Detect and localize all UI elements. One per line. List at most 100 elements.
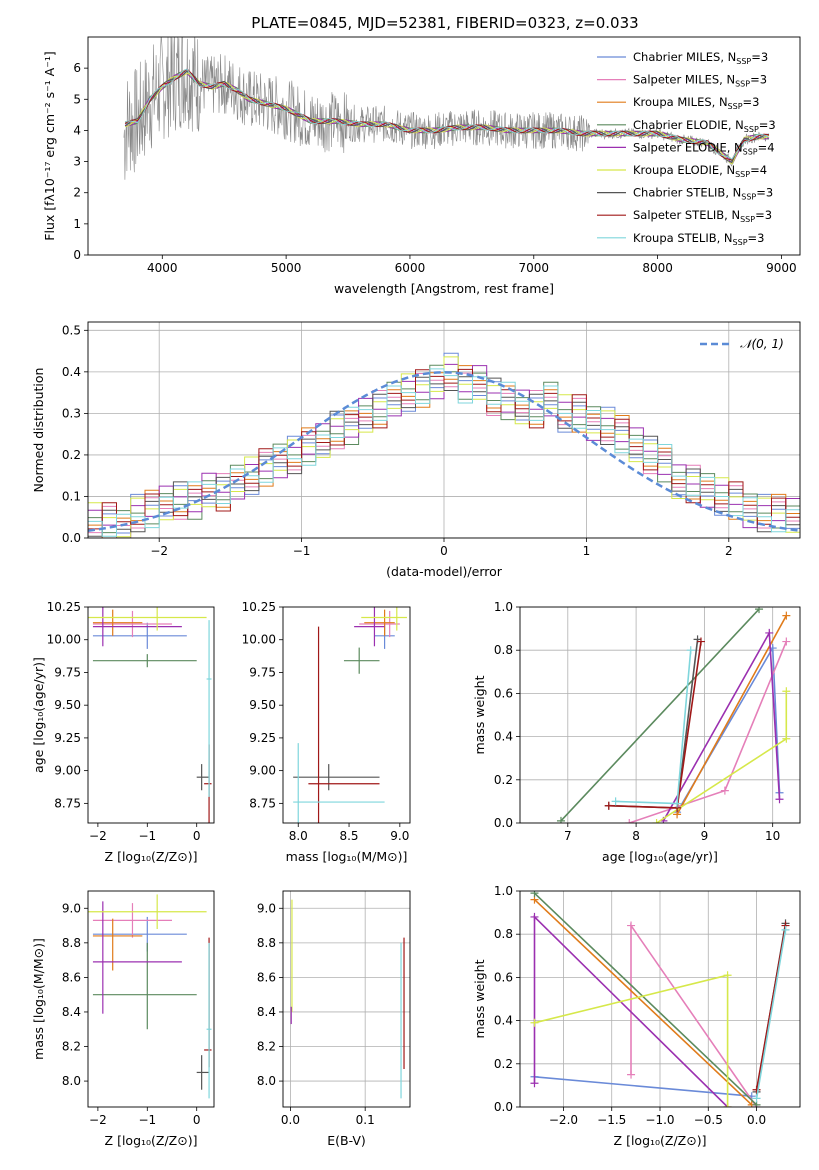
- y-tick-label: 8.0: [62, 1074, 81, 1088]
- legend-label: Chabrier ELODIE, NSSP=3: [633, 118, 776, 134]
- x-tick-label: 9.0: [390, 829, 409, 843]
- y-tick-label: 8.6: [257, 970, 276, 984]
- y-tick-label: 9.25: [54, 731, 81, 745]
- weight-marker: [604, 801, 613, 810]
- panel-age-vs-mass: 8.0 8.5 9.0 8.75 9.00 9.25 9.50 9.75 10.00 10.25 m…: [242, 600, 411, 864]
- y-tick-label: 0.2: [62, 448, 81, 462]
- x-tick-label: 5000: [271, 261, 302, 275]
- weight-marker: [611, 797, 620, 806]
- weight-marker: [720, 786, 729, 795]
- x-tick-label: −0.5: [694, 1113, 723, 1127]
- weight-marker: [673, 799, 682, 808]
- y-axis-label: age [log₁₀(age/yr)]: [31, 657, 46, 773]
- weight-line: [630, 923, 758, 1107]
- weight-marker: [530, 891, 539, 898]
- y-axis-label: Flux [fλ10⁻¹⁷ erg cm⁻² s⁻¹ A⁻¹]: [42, 51, 57, 240]
- panel-spectrum: 4000 5000 6000 7000 8000 9000 0 1 2 3 4 5 6 wavelengt…: [42, 36, 801, 296]
- panel-age-vs-Z: −2 −1 0 8.75 9.00 9.25 9.50 9.75 10.00 10.25 Z [lo…: [31, 600, 215, 864]
- panel-residuals: −2 −1 0 1 2 0.0 0.1 0.2 0.3 0.4 0.5 (data-model)/er…: [31, 321, 801, 579]
- y-tick-label: 8.8: [257, 936, 276, 950]
- plot-area: [88, 894, 212, 1099]
- x-tick-label: 4000: [147, 261, 178, 275]
- weight-marker: [530, 1079, 539, 1088]
- legend-label: Chabrier MILES, NSSP=3: [633, 50, 768, 66]
- y-tick-label: 5: [73, 92, 81, 106]
- y-tick-label: 8.8: [62, 936, 81, 950]
- x-tick-label: 0.1: [356, 1113, 375, 1127]
- y-tick-label: 0.1: [62, 489, 81, 503]
- y-axis-label: Normed distribution: [31, 368, 46, 493]
- x-tick-label: 1: [583, 544, 591, 558]
- weight-line: [533, 892, 758, 1106]
- x-tick-label: 0: [440, 544, 448, 558]
- y-axis-label: mass weight: [472, 675, 487, 754]
- weight-marker: [530, 1018, 539, 1027]
- weight-marker: [556, 816, 565, 823]
- figure-title: PLATE=0845, MJD=52381, FIBERID=0323, z=0…: [251, 14, 638, 32]
- plot-area: [283, 891, 410, 1107]
- x-tick-label: 8000: [642, 261, 673, 275]
- x-axis-label: age [log₁₀(age/yr)]: [602, 849, 718, 864]
- weight-marker: [723, 1103, 732, 1107]
- weight-marker: [782, 611, 791, 620]
- y-tick-label: 8.75: [54, 796, 81, 810]
- y-tick-label: 0.4: [494, 730, 513, 744]
- weight-line: [534, 1076, 752, 1097]
- legend-label: Chabrier STELIB, NSSP=3: [633, 186, 773, 202]
- x-tick-label: −2: [89, 829, 107, 843]
- y-tick-label: 9.75: [54, 665, 81, 679]
- x-tick-label: 8.0: [289, 829, 308, 843]
- axes-frame: [87, 890, 215, 1108]
- x-tick-label: −2.0: [549, 1113, 578, 1127]
- weight-line: [755, 929, 787, 1099]
- x-tick-label: 0: [193, 1113, 201, 1127]
- model-spectrum-line: [124, 72, 770, 165]
- y-tick-label: 1.0: [494, 884, 513, 898]
- weight-line: [560, 608, 760, 822]
- axes-frame: [87, 321, 801, 539]
- weight-marker: [686, 646, 695, 655]
- legend-label: Kroupa MILES, NSSP=3: [633, 95, 759, 111]
- weight-line: [629, 641, 788, 823]
- y-tick-label: 0.3: [62, 406, 81, 420]
- y-tick-label: 0.6: [494, 686, 513, 700]
- histogram-step: [88, 376, 800, 537]
- x-tick-label: −1: [138, 829, 156, 843]
- y-tick-label: 9.00: [249, 764, 276, 778]
- weight-marker: [782, 687, 791, 696]
- y-tick-label: 3: [73, 155, 81, 169]
- axes-frame: [87, 606, 215, 824]
- legend: 𝒩(0, 1): [700, 337, 784, 351]
- weight-marker: [696, 637, 705, 646]
- weight-line: [533, 899, 753, 1106]
- y-tick-label: 10.25: [47, 600, 81, 614]
- weight-marker: [627, 921, 636, 930]
- weight-marker: [752, 1094, 761, 1103]
- x-tick-label: 0.0: [281, 1113, 300, 1127]
- x-axis-label: Z [log₁₀(Z/Z⊙)]: [105, 1133, 198, 1148]
- y-tick-label: 8.6: [62, 970, 81, 984]
- y-tick-label: 10.25: [242, 600, 276, 614]
- legend-label: Salpeter STELIB, NSSP=3: [633, 208, 772, 224]
- x-tick-label: 10: [765, 829, 780, 843]
- x-tick-label: 7: [564, 829, 572, 843]
- plot-area: [123, 37, 770, 180]
- y-tick-label: 0.8: [494, 927, 513, 941]
- y-tick-label: 9.00: [54, 764, 81, 778]
- axes-frame: [519, 890, 801, 1108]
- y-tick-label: 0.2: [494, 1057, 513, 1071]
- y-tick-label: 0.0: [494, 816, 513, 830]
- x-tick-label: 7000: [519, 261, 550, 275]
- y-axis-label: mass [log₁₀(M/M⊙)]: [31, 938, 46, 1060]
- x-axis-label: Z [log₁₀(Z/Z⊙)]: [105, 849, 198, 864]
- panel-weight-vs-age: 7 8 9 10 0.0 0.2 0.4 0.6 0.8 1.0 age [log₁₀(age/yr…: [472, 600, 801, 864]
- y-tick-label: 0.8: [494, 643, 513, 657]
- axes-frame: [282, 890, 411, 1108]
- x-tick-label: −1: [138, 1113, 156, 1127]
- x-tick-label: −2: [89, 1113, 107, 1127]
- x-tick-label: −1.0: [645, 1113, 674, 1127]
- y-tick-label: 0.0: [494, 1100, 513, 1114]
- y-tick-label: 0.4: [62, 365, 81, 379]
- plot-area: [520, 607, 800, 823]
- weight-line: [755, 925, 787, 1090]
